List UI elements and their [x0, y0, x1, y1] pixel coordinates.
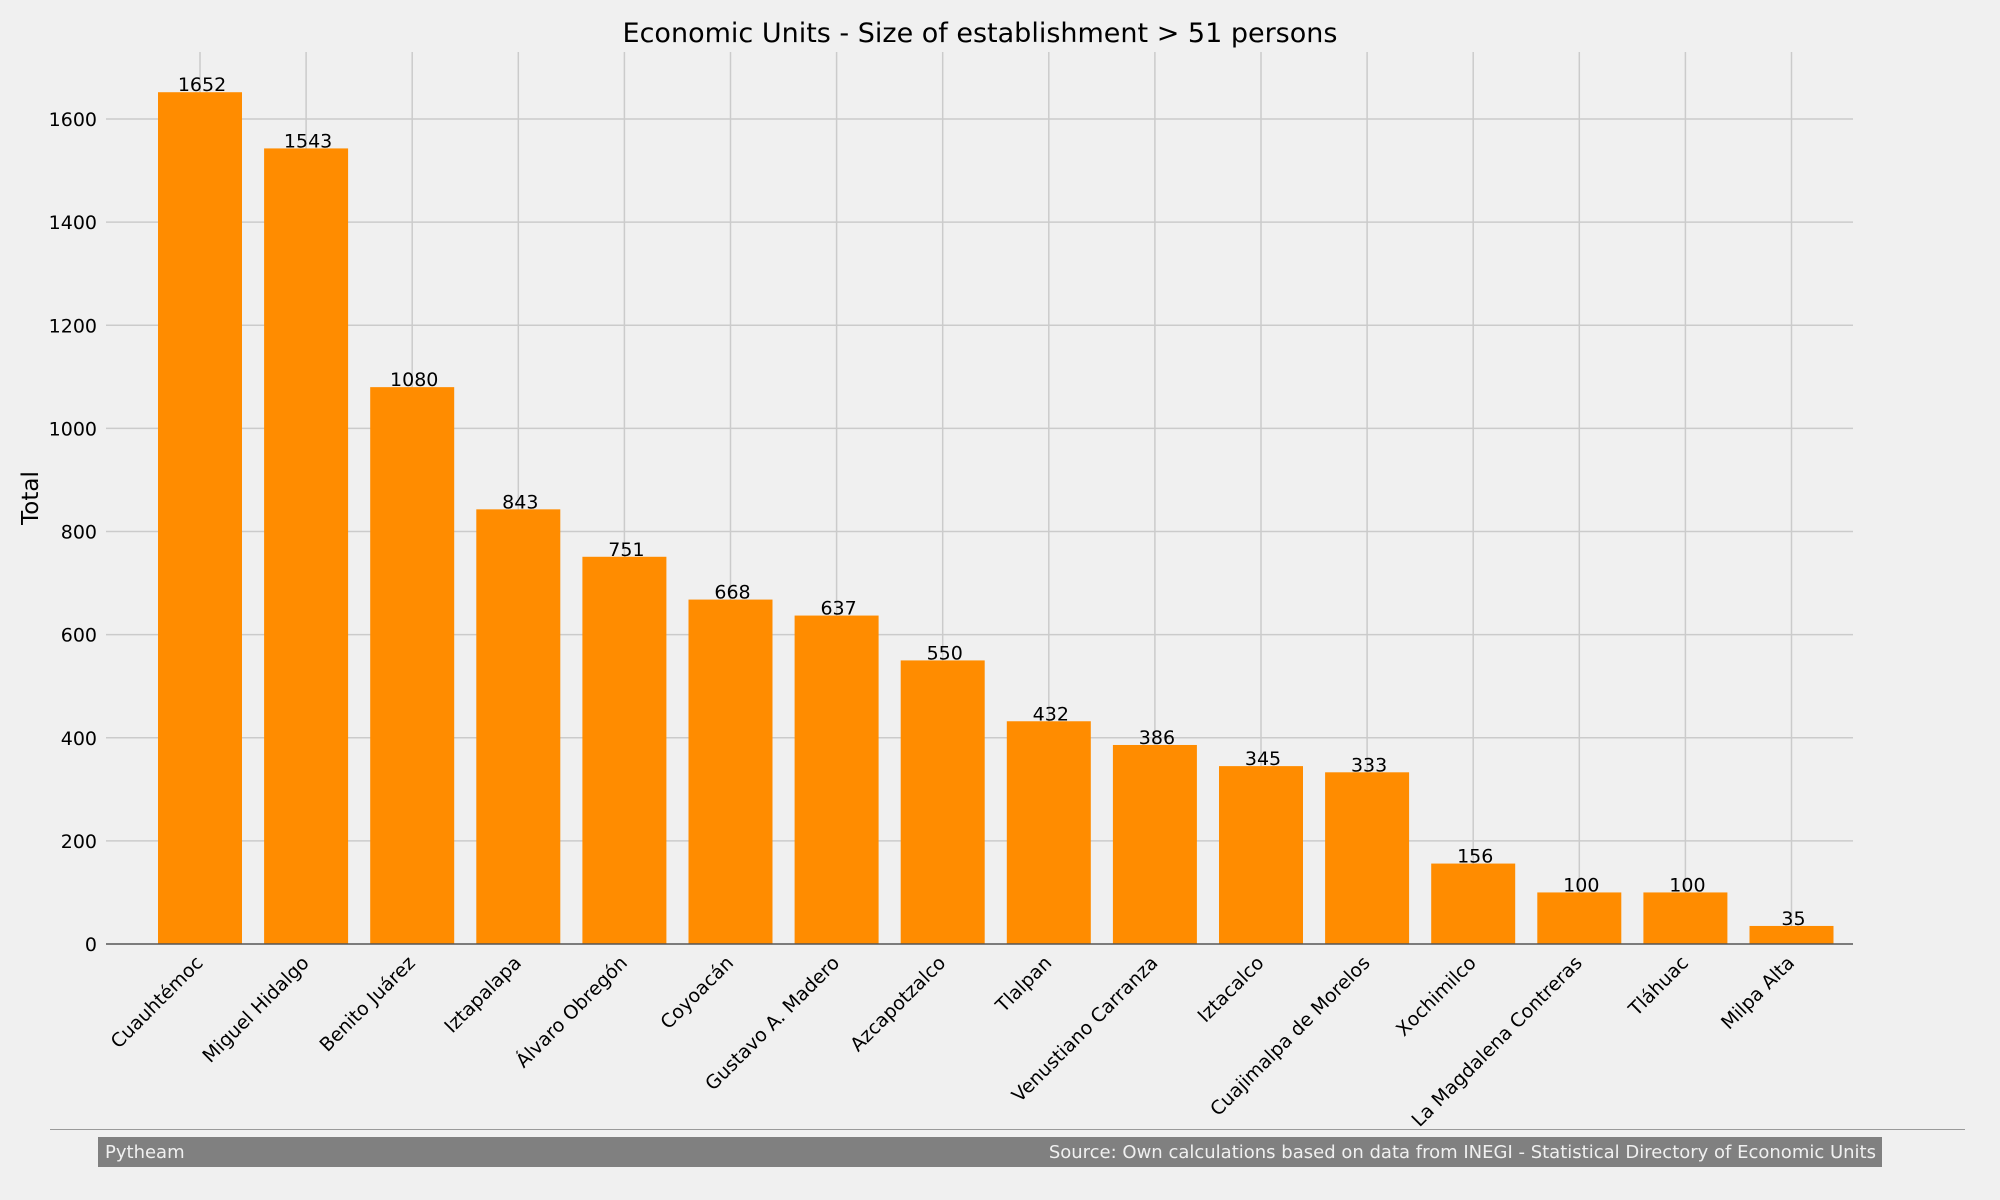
bar	[1112, 744, 1197, 944]
bar-value-label: 100	[1669, 874, 1705, 896]
y-tick-label: 200	[61, 831, 97, 853]
chart-title: Economic Units - Size of establishment >…	[623, 18, 1338, 49]
bar	[370, 387, 455, 944]
bar-value-label: 550	[927, 642, 963, 664]
bar-value-label: 333	[1351, 754, 1387, 776]
bar	[158, 92, 242, 944]
footer-left-text: Pytheam	[105, 1141, 185, 1163]
bar	[1219, 766, 1303, 944]
bar-value-label: 35	[1781, 908, 1805, 930]
bar-value-label: 156	[1457, 846, 1493, 868]
y-tick-label: 1000	[49, 418, 97, 440]
bar-value-label: 751	[608, 539, 644, 561]
y-tick-label: 1200	[49, 315, 97, 337]
bar-value-label: 843	[502, 491, 538, 513]
bar-value-label: 386	[1139, 727, 1175, 749]
bar-value-label: 345	[1245, 748, 1281, 770]
bar-value-label: 1543	[284, 130, 332, 152]
bar-value-label: 1080	[390, 369, 438, 391]
bar	[900, 660, 985, 944]
y-tick-label: 1600	[49, 109, 97, 131]
y-tick-label: 1400	[49, 212, 97, 234]
y-tick-label: 800	[61, 522, 97, 544]
bar-value-label: 100	[1563, 874, 1599, 896]
y-axis-ticks: 0 200 400 600 800 1000 1200 1400 1600	[49, 109, 97, 956]
y-tick-label: 600	[61, 625, 97, 647]
bar	[1749, 925, 1834, 944]
y-axis-label: Total	[18, 471, 44, 526]
bar-value-label: 637	[820, 598, 856, 620]
footer-source-text: Source: Own calculations based on data f…	[1048, 1141, 1876, 1163]
y-tick-label: 400	[61, 728, 97, 750]
bar	[794, 615, 879, 944]
bar	[1537, 892, 1622, 944]
data-labels: 1652 1543 1080 843 751 668 637 550 432 386 345 333 1…	[178, 74, 1806, 930]
bar	[1325, 772, 1410, 944]
bar	[582, 556, 667, 944]
bars	[158, 92, 1834, 944]
footer-bar: Pytheam Source: Own calculations based o…	[98, 1137, 1882, 1167]
bar	[264, 148, 349, 944]
bar	[1643, 892, 1728, 944]
bar	[688, 599, 773, 944]
y-tick-label: 0	[85, 934, 97, 956]
bar	[476, 509, 561, 944]
bar-value-label: 1652	[178, 74, 226, 96]
bar-value-label: 432	[1033, 703, 1069, 725]
bar	[1431, 863, 1516, 944]
footer-divider	[50, 1129, 1965, 1130]
bar	[1006, 721, 1091, 944]
bar-value-label: 668	[714, 582, 750, 604]
